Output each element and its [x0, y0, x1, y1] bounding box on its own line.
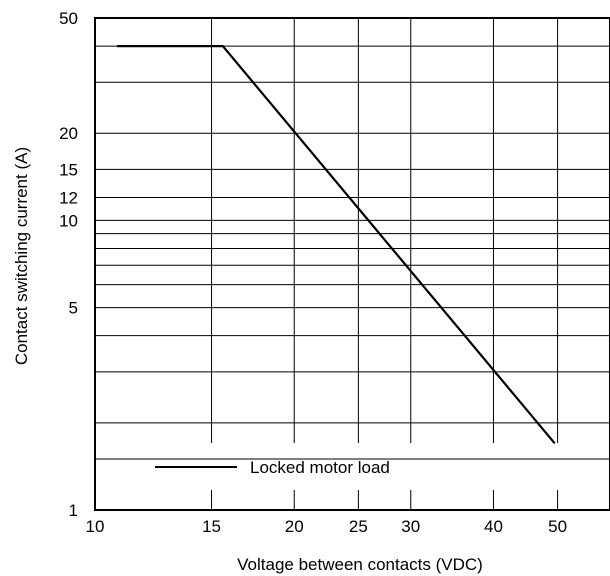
- y-tick-label: 20: [59, 124, 78, 143]
- grid-lines: [95, 18, 610, 460]
- series-group: [117, 44, 556, 445]
- y-tick-label: 15: [59, 160, 78, 179]
- x-tick-label: 20: [285, 517, 304, 536]
- series-line: [117, 44, 556, 445]
- x-tick-label: 30: [401, 517, 420, 536]
- y-tick-label: 10: [59, 211, 78, 230]
- y-tick-label: 12: [59, 188, 78, 207]
- x-tick-label: 50: [548, 517, 567, 536]
- x-tick-label: 10: [86, 517, 105, 536]
- x-minor-ticks: [211, 490, 559, 510]
- plot-frame: [94, 17, 610, 511]
- y-axis-label: Contact switching current (A): [12, 147, 31, 365]
- x-tick-label: 15: [202, 517, 221, 536]
- y-tick-label: 50: [59, 9, 78, 28]
- x-axis-label: Voltage between contacts (VDC): [237, 555, 483, 574]
- x-tick-labels: 10 15 20 25 30 40 50: [86, 517, 568, 536]
- y-tick-label: 5: [69, 299, 78, 318]
- x-tick-label: 40: [484, 517, 503, 536]
- x-tick-label: 25: [349, 517, 368, 536]
- legend-label: Locked motor load: [250, 458, 390, 477]
- y-tick-label: 1: [69, 501, 78, 520]
- legend: Locked motor load: [155, 458, 390, 477]
